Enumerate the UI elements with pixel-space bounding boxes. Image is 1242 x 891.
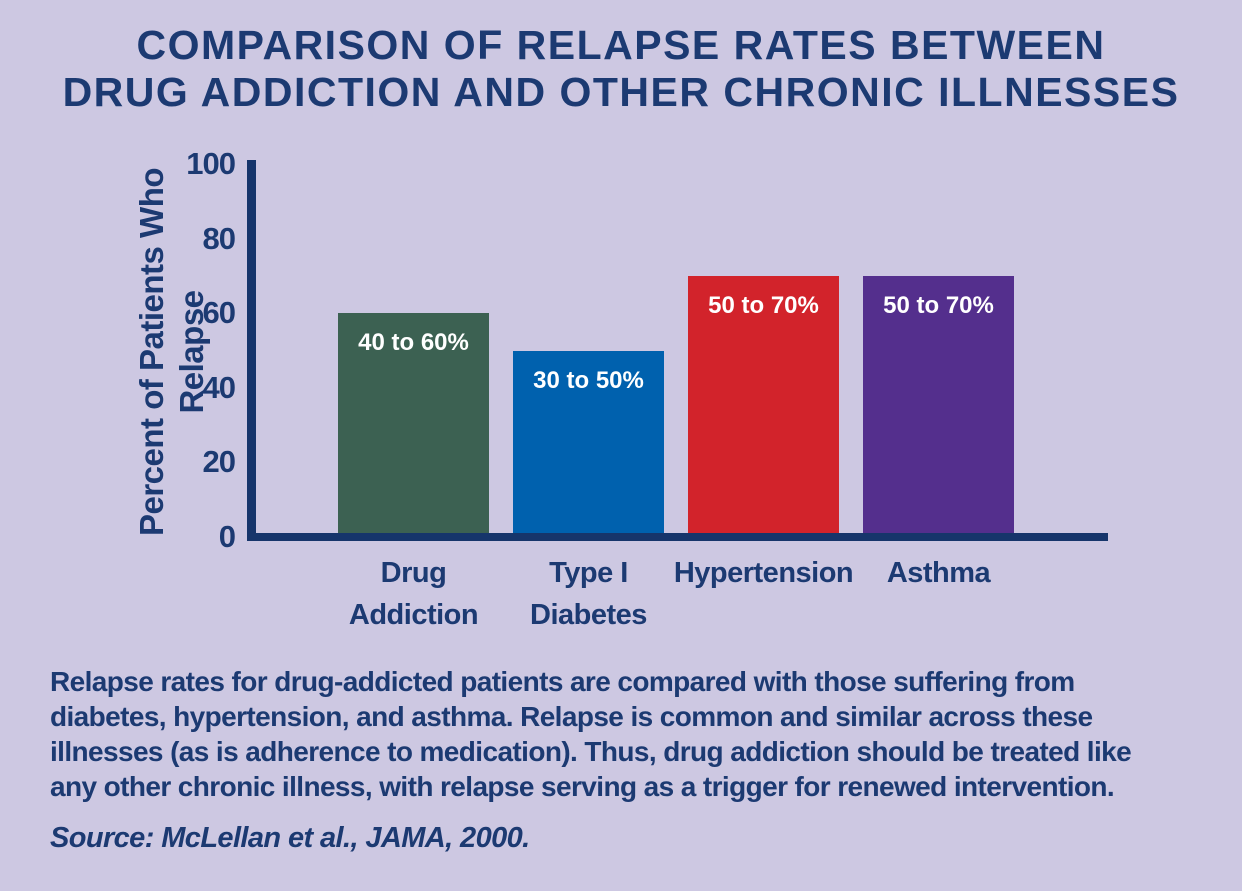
title-line-2: DRUG ADDICTION AND OTHER CHRONIC ILLNESS… xyxy=(62,69,1180,115)
figure-title: COMPARISON OF RELAPSE RATES BETWEEN DRUG… xyxy=(0,22,1242,116)
y-axis-tick-label: 20 xyxy=(202,444,236,480)
x-axis-label-asthma: Asthma xyxy=(829,552,1049,594)
x-axis-label-drug-addiction: Drug Addiction xyxy=(304,552,524,636)
x-axis-label-line: Asthma xyxy=(886,557,991,589)
y-axis-line xyxy=(247,160,256,541)
bar-hypertension: 50 to 70% xyxy=(688,275,839,533)
y-axis-tick-label: 60 xyxy=(202,295,236,331)
x-axis-label-hypertension: Hypertension xyxy=(654,552,874,594)
y-axis-tick-label: 80 xyxy=(202,220,236,256)
x-axis-label-type-i-diabetes: Type I Diabetes xyxy=(479,552,699,636)
figure-source: Source: McLellan et al., JAMA, 2000. xyxy=(50,822,530,854)
x-axis-label-line: Hypertension xyxy=(673,557,854,589)
title-line-1: COMPARISON OF RELAPSE RATES BETWEEN xyxy=(136,22,1106,68)
y-axis-tick-label: 100 xyxy=(186,146,236,181)
bar-range-label: 50 to 70% xyxy=(708,291,819,319)
bar-range-label: 50 to 70% xyxy=(883,291,994,319)
x-axis-label-line: Diabetes xyxy=(530,599,647,631)
bar-range-label: 30 to 50% xyxy=(533,366,644,394)
x-axis-label-line: Addiction xyxy=(348,599,479,631)
bar-asthma: 50 to 70% xyxy=(863,275,1014,533)
y-axis-tick-label: 40 xyxy=(202,369,236,405)
bar-drug-addiction: 40 to 60% xyxy=(338,313,489,533)
x-axis-label-line: Drug xyxy=(380,557,447,589)
y-axis-tick-label: 0 xyxy=(218,519,236,554)
x-axis-line xyxy=(247,533,1108,541)
figure-caption: Relapse rates for drug-addicted patients… xyxy=(50,666,1132,802)
x-axis-label-line: Type I xyxy=(549,557,628,589)
bar-type-i-diabetes: 30 to 50% xyxy=(513,350,664,533)
bar-range-label: 40 to 60% xyxy=(358,329,469,357)
